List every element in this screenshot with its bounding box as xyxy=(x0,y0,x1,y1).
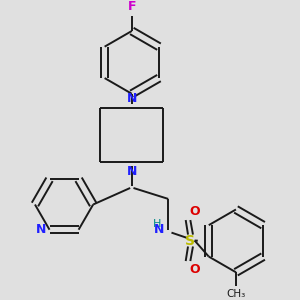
Bar xyxy=(198,203,274,279)
Text: O: O xyxy=(189,263,200,276)
Text: CH₃: CH₃ xyxy=(226,290,246,299)
Text: O: O xyxy=(189,205,200,218)
Text: N: N xyxy=(127,92,137,105)
Text: H: H xyxy=(152,219,161,229)
Text: S: S xyxy=(185,233,195,248)
Text: N: N xyxy=(127,165,137,178)
Text: N: N xyxy=(36,223,46,236)
Text: N: N xyxy=(154,224,164,236)
Text: F: F xyxy=(128,0,136,13)
